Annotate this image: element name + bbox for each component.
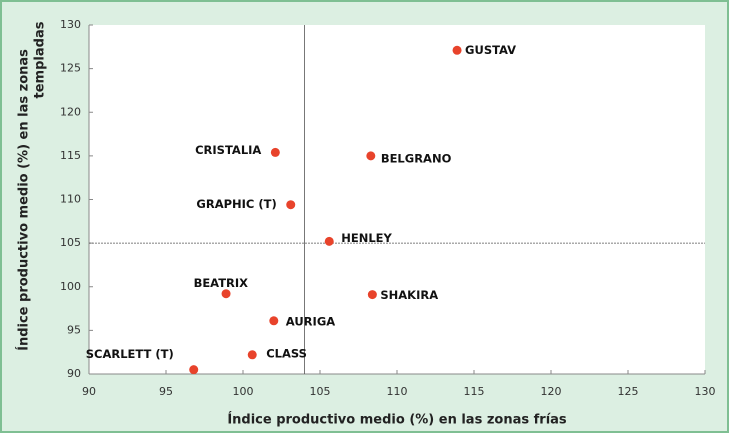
- x-tick-label: 90: [82, 385, 96, 398]
- y-tick-label: 130: [60, 18, 81, 31]
- x-tick-label: 105: [310, 385, 331, 398]
- x-axis-title: Índice productivo medio (%) en las zonas…: [227, 412, 567, 428]
- data-point: [367, 290, 377, 300]
- y-tick-label: 120: [60, 105, 81, 118]
- y-tick-label: 115: [60, 149, 81, 162]
- data-point: [286, 200, 296, 210]
- x-tick-label: 125: [618, 385, 639, 398]
- y-tick-label: 110: [60, 193, 81, 206]
- data-point: [270, 147, 280, 157]
- point-label: CRISTALIA: [195, 143, 261, 157]
- y-tick-label: 90: [67, 367, 81, 380]
- point-label: CLASS: [266, 346, 307, 360]
- y-axis-title: Índice productivo medio (%) en las zonas: [16, 49, 32, 351]
- point-label: AURIGA: [286, 314, 335, 328]
- point-label: SCARLETT (T): [86, 347, 174, 361]
- y-tick-label: 105: [60, 236, 81, 249]
- data-point: [221, 289, 231, 299]
- data-point: [324, 236, 334, 246]
- data-point: [269, 316, 279, 326]
- y-tick-label: 125: [60, 62, 81, 75]
- point-label: BELGRANO: [381, 151, 452, 165]
- point-label: HENLEY: [341, 231, 392, 245]
- plot-area: [89, 25, 705, 374]
- x-tick-label: 120: [541, 385, 562, 398]
- point-label: GUSTAV: [465, 43, 516, 57]
- data-point: [247, 350, 257, 360]
- x-tick-label: 95: [159, 385, 173, 398]
- data-point: [189, 365, 199, 375]
- y-tick-label: 95: [67, 323, 81, 336]
- y-axis-title: templadas: [33, 21, 48, 98]
- y-tick-label: 100: [60, 280, 81, 293]
- point-label: BEATRIX: [194, 276, 249, 290]
- data-point: [452, 45, 462, 55]
- data-point: [366, 151, 376, 161]
- point-label: SHAKIRA: [380, 288, 438, 302]
- x-tick-label: 110: [387, 385, 408, 398]
- x-tick-label: 115: [464, 385, 485, 398]
- point-label: GRAPHIC (T): [196, 197, 276, 211]
- x-tick-label: 100: [233, 385, 254, 398]
- x-tick-label: 130: [695, 385, 716, 398]
